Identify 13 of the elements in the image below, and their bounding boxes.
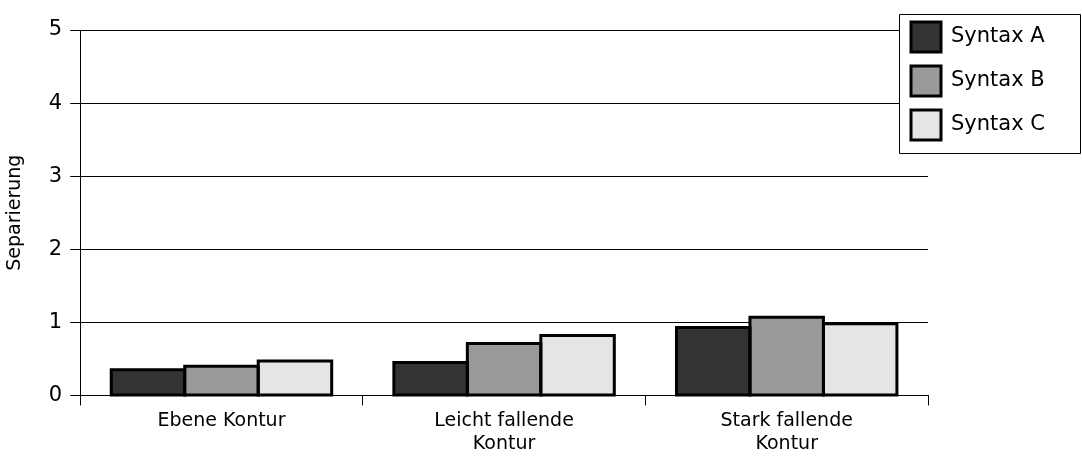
y-axis-title: Separierung [2,154,25,271]
y-tick-label: 1 [48,308,63,333]
y-tick-label: 3 [48,162,63,187]
y-tick-label: 4 [48,89,63,114]
y-tick-label: 5 [48,16,63,41]
y-tick-label: 2 [48,235,63,260]
legend-label: Syntax B [951,67,1045,92]
legend-label: Syntax C [951,111,1045,136]
x-tick-label: Ebene Kontur [157,407,286,430]
x-tick-label: Stark fallende Kontur [720,407,853,453]
legend-label: Syntax A [951,23,1046,48]
x-tick-label: Leicht fallende Kontur [434,407,574,453]
y-tick-label: 0 [48,381,63,406]
